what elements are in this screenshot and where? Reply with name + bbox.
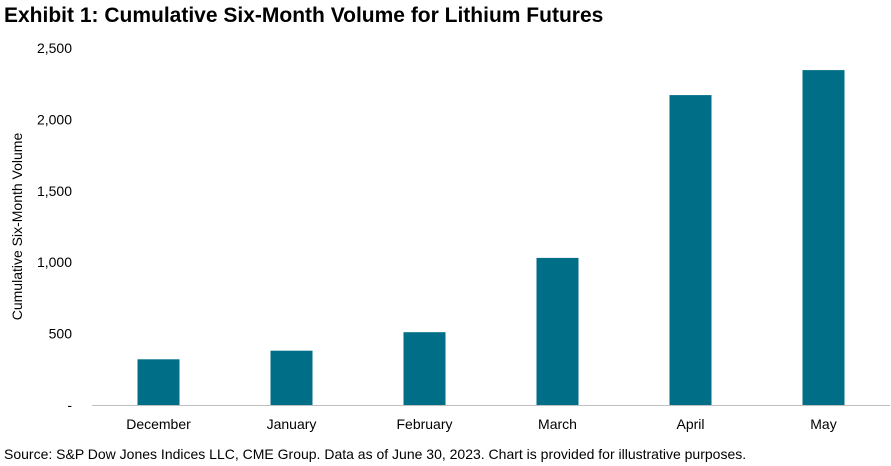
bar-may [802, 70, 845, 405]
y-tick-label: 2,500 [37, 40, 72, 56]
source-note: Source: S&P Dow Jones Indices LLC, CME G… [4, 446, 747, 462]
bar-december [137, 359, 180, 405]
y-axis-label: Cumulative Six-Month Volume [9, 133, 25, 321]
bar-april [669, 95, 712, 405]
x-tick-label: April [676, 416, 704, 432]
bars [137, 70, 845, 405]
x-tick-label: February [396, 416, 452, 432]
y-tick-label: 2,000 [37, 111, 72, 127]
bar-february [403, 332, 446, 405]
x-tick-label: December [126, 416, 191, 432]
y-tick-label: - [67, 397, 72, 413]
y-axis-ticks: - 500 1,000 1,500 2,000 2,500 [37, 40, 72, 413]
x-axis-ticks: December January February March April May [126, 416, 837, 432]
y-tick-label: 1,000 [37, 254, 72, 270]
bar-january [270, 350, 313, 405]
bar-march [536, 257, 579, 405]
y-tick-label: 1,500 [37, 183, 72, 199]
x-tick-label: March [538, 416, 577, 432]
y-tick-label: 500 [49, 326, 73, 342]
bar-chart: - 500 1,000 1,500 2,000 2,500 December January… [9, 40, 890, 432]
x-tick-label: January [267, 416, 317, 432]
chart-title: Exhibit 1: Cumulative Six-Month Volume f… [4, 4, 604, 27]
x-tick-label: May [810, 416, 836, 432]
